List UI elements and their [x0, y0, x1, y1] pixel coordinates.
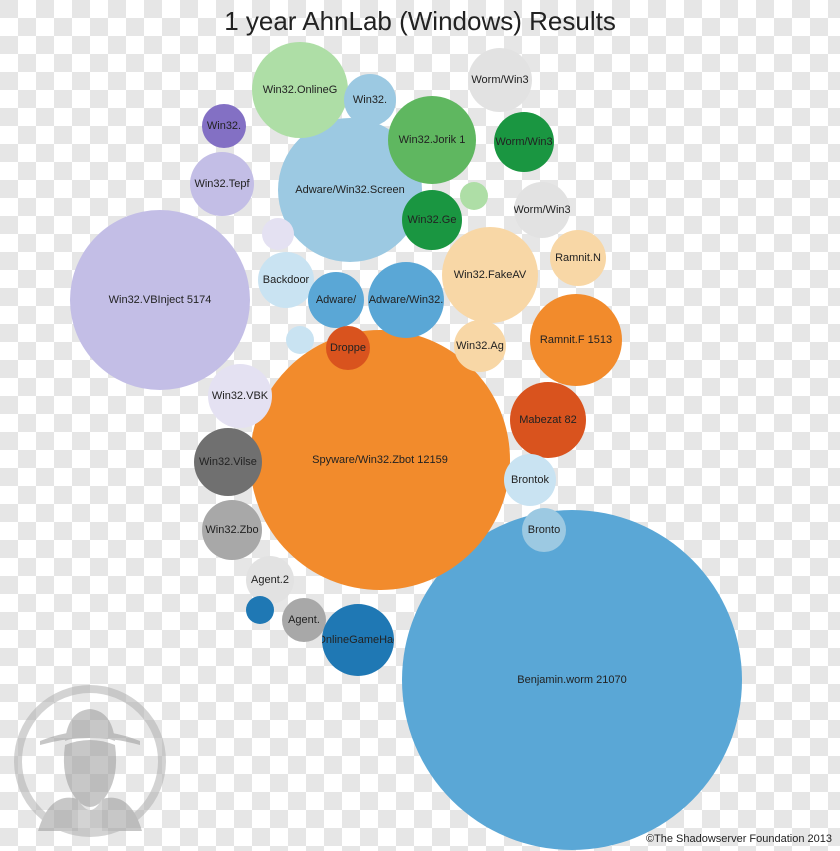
bubble-30	[262, 218, 294, 250]
bubble-26: Agent.	[282, 598, 326, 642]
bubble-23: Win32.Vilse	[194, 428, 262, 496]
bubble-17: Backdoor	[258, 252, 314, 308]
bubble-32	[460, 182, 488, 210]
chart-title: 1 year AhnLab (Windows) Results	[0, 6, 840, 37]
bubble-20: Droppe	[326, 326, 370, 370]
bubble-16: Win32.Tepf	[190, 152, 254, 216]
bubble-12: Ramnit.N	[550, 230, 606, 286]
shadowserver-logo	[10, 681, 170, 841]
bubble-6: Win32.FakeAV	[442, 227, 538, 323]
bubble-2: Win32.VBInject 5174	[70, 210, 250, 390]
bubble-18: Adware/	[308, 272, 364, 328]
copyright-text: ©The Shadowserver Foundation 2013	[646, 833, 832, 845]
bubble-21: Win32.Ag	[454, 320, 506, 372]
bubble-5: Mabezat 82	[510, 382, 586, 458]
bubble-14: Win32.	[344, 74, 396, 126]
bubble-15: Win32.	[202, 104, 246, 148]
bubble-4: Ramnit.F 1513	[530, 294, 622, 386]
bubble-10: Worm/Win3	[494, 112, 554, 172]
bubble-28: Brontok	[504, 454, 556, 506]
bubble-8: Win32.Jorik 1	[388, 96, 476, 184]
bubble-13: Win32.Ge	[402, 190, 462, 250]
bubble-29: Bronto	[522, 508, 566, 552]
bubble-22: Win32.VBK	[208, 364, 272, 428]
bubble-11: Worm/Win3	[514, 182, 570, 238]
bubble-7: Win32.OnlineG	[252, 42, 348, 138]
bubble-24: Win32.Zbo	[202, 500, 262, 560]
bubble-31	[286, 326, 314, 354]
bubble-27: OnlineGameHac	[322, 604, 394, 676]
bubble-33	[246, 596, 274, 624]
bubble-9: Worm/Win3	[468, 48, 532, 112]
bubble-19: Adware/Win32.	[368, 262, 444, 338]
